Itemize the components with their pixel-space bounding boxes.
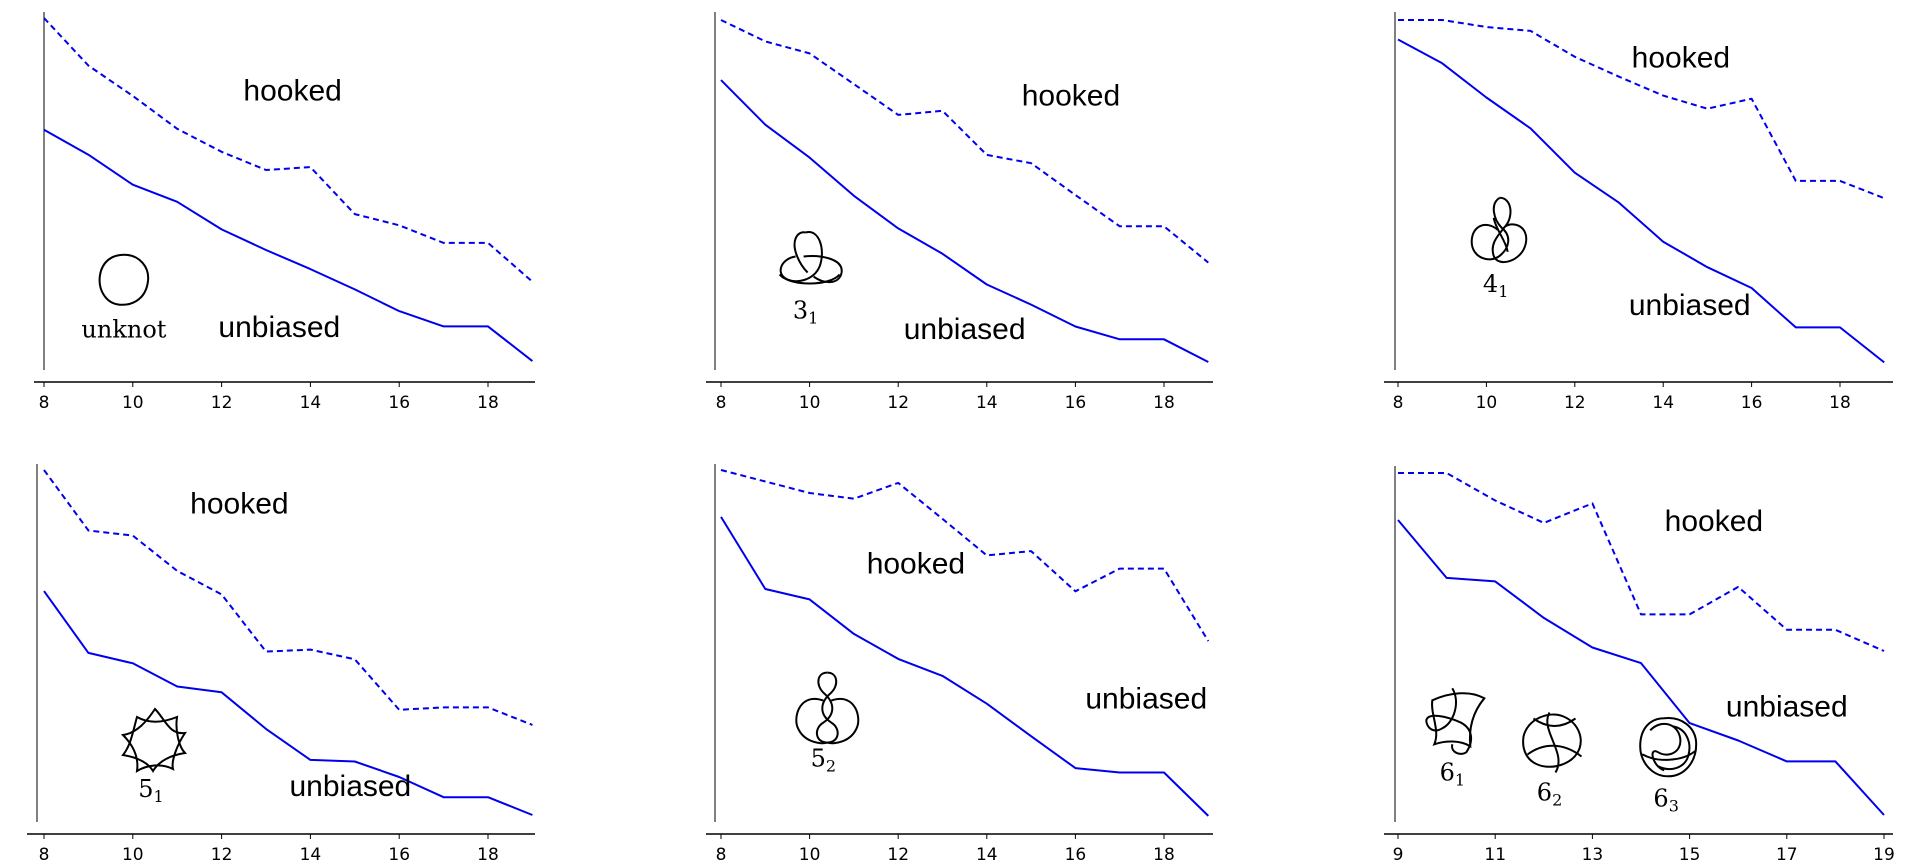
x-tick-label: 11 — [1484, 845, 1506, 865]
x-tick-label: 16 — [1065, 845, 1087, 865]
knot-label: 63 — [1653, 784, 1678, 815]
x-tick-label: 14 — [300, 845, 322, 865]
series-annotation-unbiased: unbiased — [904, 313, 1026, 346]
x-tick-label: 18 — [477, 845, 499, 865]
three-twist-knot-icon — [795, 671, 860, 745]
x-tick-label: 15 — [1679, 845, 1701, 865]
x-tick-label: 14 — [976, 845, 998, 865]
x-tick-label: 16 — [388, 393, 410, 413]
series-annotation-unbiased: unbiased — [1629, 289, 1751, 322]
x-tick-label: 18 — [1829, 393, 1851, 413]
knot-label: unknot — [81, 316, 166, 344]
unknot-icon — [98, 253, 150, 306]
x-tick-label: 18 — [1153, 845, 1175, 865]
x-tick-label: 16 — [1065, 393, 1087, 413]
knot-6-3-icon — [1639, 717, 1698, 778]
x-tick-label: 10 — [122, 393, 144, 413]
x-tick-label: 8 — [39, 845, 50, 865]
x-tick-label: 18 — [477, 393, 499, 413]
x-tick-label: 10 — [122, 845, 144, 865]
series-line-hooked — [1398, 19, 1885, 200]
trefoil-knot-icon — [778, 231, 843, 285]
x-tick-label: 8 — [716, 845, 727, 865]
x-tick-label: 8 — [39, 393, 50, 413]
series-annotation-unbiased: unbiased — [1085, 683, 1207, 716]
x-tick-label: 12 — [887, 845, 909, 865]
x-tick-label: 18 — [1153, 393, 1175, 413]
series-line-hooked — [43, 17, 534, 283]
x-tick-label: 14 — [1652, 393, 1674, 413]
knot-label: 52 — [811, 745, 836, 776]
series-annotation-unbiased: unbiased — [289, 770, 411, 803]
chart-panel-5: 8 10 12 14 16 18 hooked unbiased 52 — [706, 464, 1213, 865]
stevedore-knot-icon — [1425, 687, 1486, 755]
chart-panel-6: 9 11 13 15 17 19 hooked unbiased 61 62 63 — [1384, 466, 1895, 865]
series-annotation-hooked: hooked — [190, 488, 288, 521]
x-tick-label: 8 — [1393, 393, 1404, 413]
x-tick-label: 14 — [300, 393, 322, 413]
series-line-unbiased — [43, 590, 533, 816]
x-tick-label: 12 — [211, 845, 233, 865]
knot-label: 51 — [138, 775, 163, 806]
series-annotation-hooked: hooked — [1022, 80, 1120, 113]
x-tick-label: 10 — [1476, 393, 1498, 413]
series-annotation-hooked: hooked — [243, 74, 341, 107]
series-line-hooked — [43, 469, 533, 726]
knot-6-2-icon — [1522, 712, 1583, 774]
series-annotation-hooked: hooked — [867, 548, 965, 581]
x-tick-label: 12 — [1564, 393, 1586, 413]
x-tick-label: 13 — [1582, 845, 1604, 865]
x-tick-label: 10 — [799, 393, 821, 413]
series-annotation-unbiased: unbiased — [1726, 690, 1848, 723]
x-tick-label: 12 — [887, 393, 909, 413]
figure-eight-knot-icon — [1470, 196, 1528, 264]
chart-panel-1: 8 10 12 14 16 18 hooked unbiased unknot — [34, 12, 535, 413]
series-line-unbiased — [1397, 519, 1885, 816]
x-tick-label: 17 — [1776, 845, 1798, 865]
series-annotation-unbiased: unbiased — [218, 311, 340, 344]
series-line-unbiased — [720, 516, 1209, 817]
x-tick-label: 12 — [211, 393, 233, 413]
x-tick-label: 9 — [1393, 845, 1404, 865]
chart-panel-3: 8 10 12 14 16 18 hooked unbiased 41 — [1384, 12, 1893, 413]
x-tick-label: 8 — [716, 393, 727, 413]
series-annotation-hooked: hooked — [1665, 505, 1763, 538]
x-tick-label: 19 — [1873, 845, 1895, 865]
series-line-hooked — [720, 469, 1210, 642]
knot-label: 41 — [1483, 270, 1508, 301]
series-line-unbiased — [43, 128, 534, 362]
knot-label: 62 — [1537, 779, 1562, 810]
chart-panel-4: 8 10 12 14 16 18 hooked unbiased 51 — [27, 464, 535, 865]
series-line-unbiased — [1397, 38, 1885, 364]
series-line-hooked — [720, 19, 1209, 264]
cinquefoil-knot-icon — [120, 707, 188, 773]
series-annotation-hooked: hooked — [1632, 42, 1730, 75]
knot-label: 31 — [793, 296, 818, 327]
series-line-hooked — [1398, 472, 1885, 652]
series-line-unbiased — [720, 79, 1209, 363]
knot-label: 61 — [1440, 758, 1465, 789]
x-tick-label: 16 — [388, 845, 410, 865]
x-tick-label: 10 — [799, 845, 821, 865]
chart-panel-2: 8 10 12 14 16 18 hooked unbiased 31 — [706, 12, 1213, 413]
x-tick-label: 16 — [1741, 393, 1763, 413]
x-tick-label: 14 — [976, 393, 998, 413]
